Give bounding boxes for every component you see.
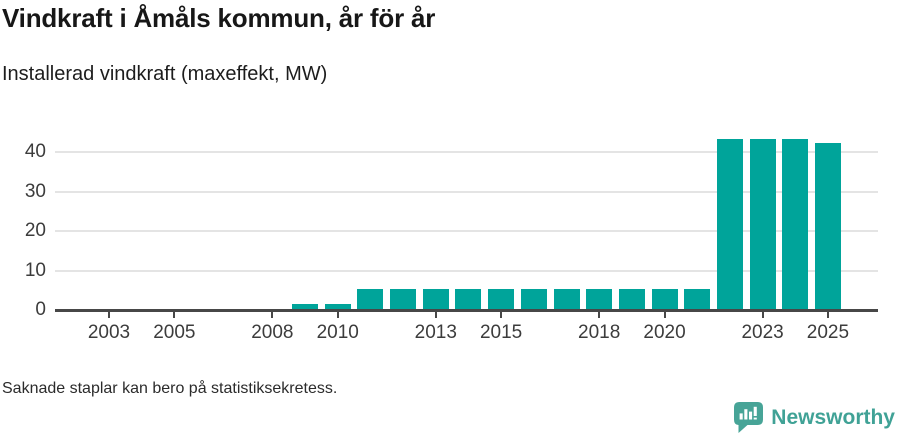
- y-axis-label: 40: [24, 141, 46, 162]
- newsworthy-logo-icon: [734, 402, 764, 433]
- x-axis-line: [55, 309, 878, 312]
- x-axis-tick: [598, 312, 601, 318]
- bar-2015: [488, 289, 515, 309]
- bar-2011: [357, 289, 384, 309]
- x-axis-tick: [271, 312, 274, 318]
- grid-line: [55, 269, 878, 272]
- newsworthy-logo[interactable]: Newsworthy: [734, 402, 895, 433]
- bar-2012: [390, 289, 417, 309]
- y-axis-label: 10: [24, 259, 46, 281]
- bar-2020: [651, 289, 678, 309]
- x-axis-tick: [173, 312, 176, 318]
- y-axis-label: 20: [24, 220, 46, 241]
- newsworthy-logo-text: Newsworthy: [771, 405, 895, 429]
- bar-2019: [618, 289, 645, 309]
- y-axis-label: 0: [35, 299, 46, 320]
- bar-2018: [586, 289, 613, 309]
- bar-2010: [324, 304, 351, 309]
- footer-note: Saknade staplar kan bero på statistiksek…: [2, 380, 338, 397]
- x-axis-tick-label: 2015: [479, 322, 523, 343]
- grid-line: [55, 190, 878, 193]
- bar-chart: 0 10 20 30 40 2003 2005 2008 2010 2013 2015 2018 202…: [0, 118, 900, 353]
- bar-2025: [814, 143, 841, 309]
- x-axis-tick-label: 2023: [741, 322, 784, 343]
- x-axis-tick-label: 2020: [643, 322, 686, 343]
- grid-line: [55, 230, 878, 232]
- x-axis-tick-label: 2025: [806, 322, 850, 343]
- x-axis-tick: [336, 312, 339, 318]
- bar-2017: [553, 289, 580, 309]
- x-axis-tick: [826, 312, 829, 318]
- logo-bar-glyphs: [739, 406, 758, 420]
- x-axis-tick-label: 2013: [414, 322, 457, 343]
- x-axis-tick-label: 2008: [251, 322, 294, 343]
- x-axis-tick: [107, 312, 110, 318]
- grid-line: [55, 151, 878, 153]
- y-axis-label: 30: [24, 180, 46, 202]
- x-axis-tick: [761, 312, 764, 318]
- bar-2024: [782, 139, 809, 309]
- bar-2022: [716, 139, 743, 309]
- x-axis-tick-label: 2003: [87, 322, 131, 343]
- chart-title: Vindkraft i Åmåls kommun, år för år: [2, 3, 436, 33]
- bar-2023: [749, 139, 776, 309]
- x-axis-tick-label: 2005: [153, 322, 196, 343]
- bar-2013: [422, 289, 449, 309]
- x-axis-tick: [663, 312, 666, 318]
- bar-2021: [684, 289, 711, 309]
- bar-2016: [520, 289, 547, 309]
- chart-subtitle: Installerad vindkraft (maxeffekt, MW): [2, 63, 328, 85]
- bar-2014: [455, 289, 482, 309]
- bar-2009: [292, 304, 319, 309]
- x-axis-tick: [500, 312, 503, 318]
- x-axis-tick: [434, 312, 437, 318]
- x-axis-tick-label: 2010: [316, 322, 359, 343]
- x-axis-tick-label: 2018: [578, 322, 621, 343]
